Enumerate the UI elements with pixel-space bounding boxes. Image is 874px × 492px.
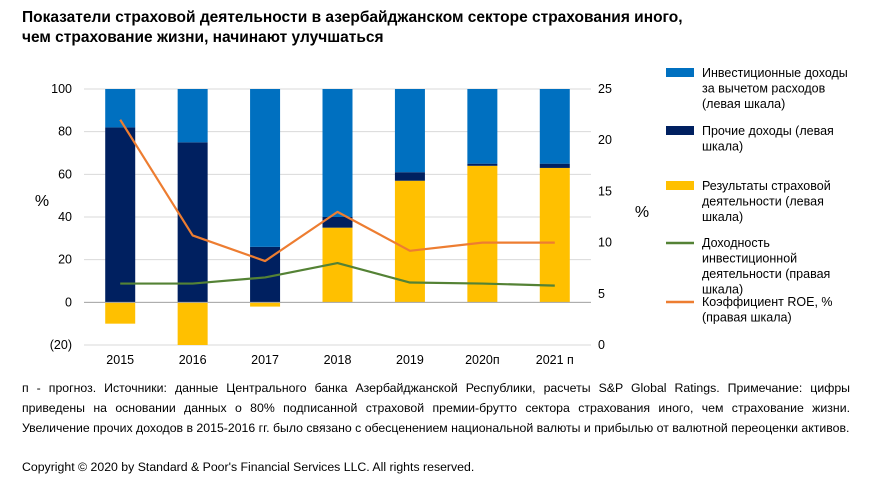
bar-segment (467, 165, 498, 303)
legend-label: шкала) (702, 140, 743, 154)
left-axis-tick-label: 20 (58, 253, 72, 267)
right-axis-tick-label: 10 (598, 236, 612, 250)
legend-label: деятельности (правая (702, 267, 830, 281)
bar-segment (250, 302, 281, 307)
series-line (119, 119, 555, 263)
bar-segment (177, 142, 208, 303)
left-axis-tick-label: 0 (65, 295, 72, 309)
right-axis-tick-label: 15 (598, 184, 612, 198)
x-axis-tick-label: 2017 (251, 353, 279, 367)
chart-title-line-2: чем страхование жизни, начинают улучшать… (22, 29, 384, 46)
bar-segment (539, 89, 570, 164)
series-line (120, 261, 555, 287)
right-axis-label: % (635, 204, 649, 221)
bar-segment (539, 163, 570, 168)
left-axis-tick-label: 40 (58, 210, 72, 224)
axes: (20) 0 20 40 60 80 100 0 5 10 15 20 25%% 2015 2016 2017… (35, 82, 649, 367)
x-axis-tick-label: 2021 п (536, 353, 574, 367)
bar-segment (394, 180, 425, 303)
bar-segment (467, 163, 498, 166)
bar-segment (394, 89, 425, 173)
left-axis-tick-label: 80 (58, 125, 72, 139)
legend-label: инвестиционной (702, 252, 797, 266)
left-axis-tick-label: 100 (51, 82, 72, 96)
legend-label: (правая шкала) (702, 311, 792, 325)
lines (119, 119, 555, 287)
right-axis-tick-label: 25 (598, 82, 612, 96)
copyright-text: Copyright © 2020 by Standard & Poor's Fi… (22, 460, 475, 474)
bar-segment (539, 167, 570, 303)
bar-segment (322, 89, 353, 217)
bars (105, 89, 570, 345)
right-axis-tick-label: 20 (598, 133, 612, 147)
bar-segment (250, 89, 281, 247)
left-axis-tick-label: (20) (50, 338, 72, 352)
x-axis-tick-label: 2018 (324, 353, 352, 367)
legend-label: Результаты страховой (702, 179, 831, 193)
x-axis-tick-label: 2015 (106, 353, 134, 367)
bar-segment (105, 127, 136, 303)
bar-segment (467, 89, 498, 164)
legend-label: Доходность (702, 236, 770, 250)
x-axis-tick-label: 2020п (465, 353, 500, 367)
bar-segment (322, 217, 353, 228)
bar-segment (394, 172, 425, 181)
x-axis-tick-label: 2016 (179, 353, 207, 367)
left-axis-tick-label: 60 (58, 167, 72, 181)
right-axis-tick-label: 5 (598, 287, 605, 301)
legend-label: шкала) (702, 283, 743, 297)
legend-label: (левая шкала) (702, 97, 785, 111)
legend-swatch (666, 181, 694, 190)
legend: Инвестиционные доходы за вычетом расходов… (666, 66, 848, 325)
right-axis-tick-label: 0 (598, 338, 605, 352)
chart: (20) 0 20 40 60 80 100 0 5 10 15 20 25%% 2015 2016 2017… (35, 66, 848, 367)
footnote: п - прогноз. Источники: данные Центральн… (22, 381, 850, 435)
legend-label: шкала) (702, 210, 743, 224)
x-axis-tick-label: 2019 (396, 353, 424, 367)
bar-segment (177, 89, 208, 143)
legend-label: Инвестиционные доходы (702, 66, 848, 80)
legend-label: Коэффициент ROE, % (702, 295, 833, 309)
bar-segment (177, 302, 208, 345)
legend-swatch (666, 68, 694, 77)
chart-title: Показатели страховой деятельности в азер… (22, 8, 842, 48)
chart-title-line-1: Показатели страховой деятельности в азер… (22, 9, 683, 26)
bar-segment (105, 302, 136, 324)
legend-swatch (666, 126, 694, 135)
legend-label: деятельности (левая (702, 195, 824, 209)
legend-label: Прочие доходы (левая (702, 124, 834, 138)
left-axis-label: % (35, 193, 49, 210)
legend-label: за вычетом расходов (702, 82, 826, 96)
